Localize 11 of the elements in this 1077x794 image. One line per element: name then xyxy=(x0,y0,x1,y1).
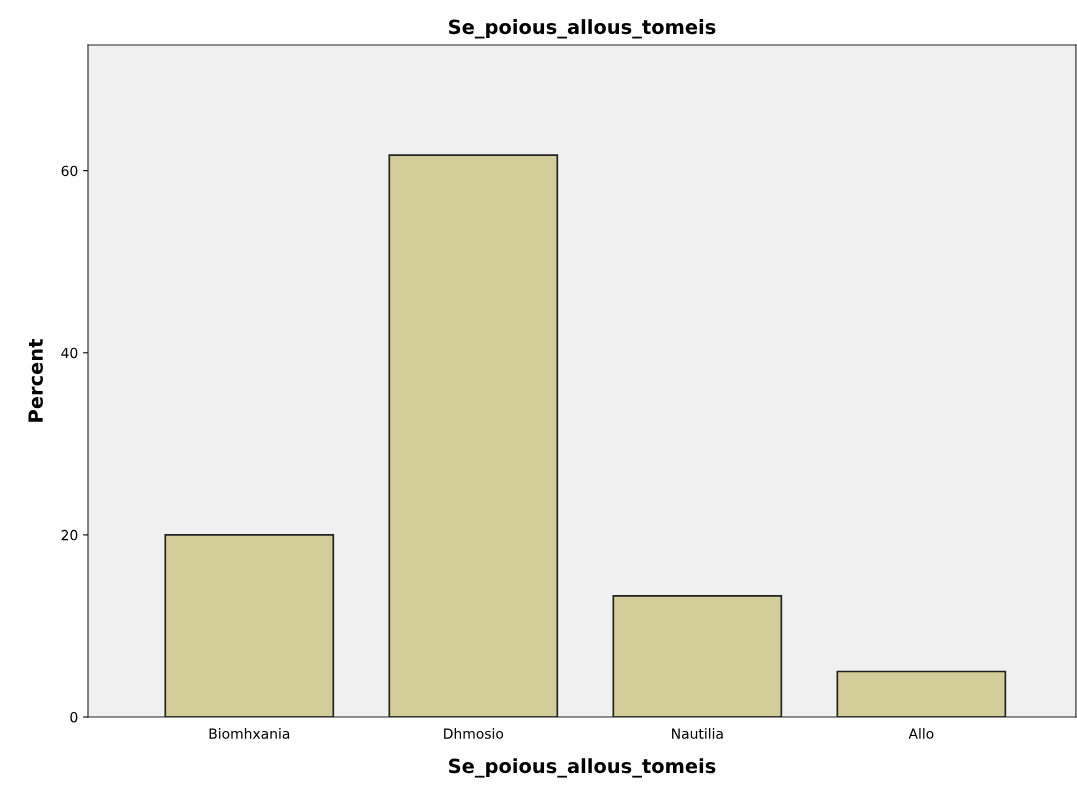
x-tick-label: Dhmosio xyxy=(444,728,504,739)
y-tick-label: 0 xyxy=(70,711,78,723)
y-axis-title: Percent xyxy=(28,339,43,422)
x-tick-label: Nautilia xyxy=(672,728,723,739)
x-tick-label: Biomhxania xyxy=(209,728,290,739)
y-tick-label: 40 xyxy=(61,347,78,359)
chart-title: Se_poious_allous_tomeis xyxy=(449,19,716,39)
y-tick-label: 60 xyxy=(61,165,78,177)
x-tick-label: Allo xyxy=(908,728,934,739)
x-axis-title: Se_poious_allous_tomeis xyxy=(449,758,716,778)
y-tick-label: 20 xyxy=(61,529,78,541)
